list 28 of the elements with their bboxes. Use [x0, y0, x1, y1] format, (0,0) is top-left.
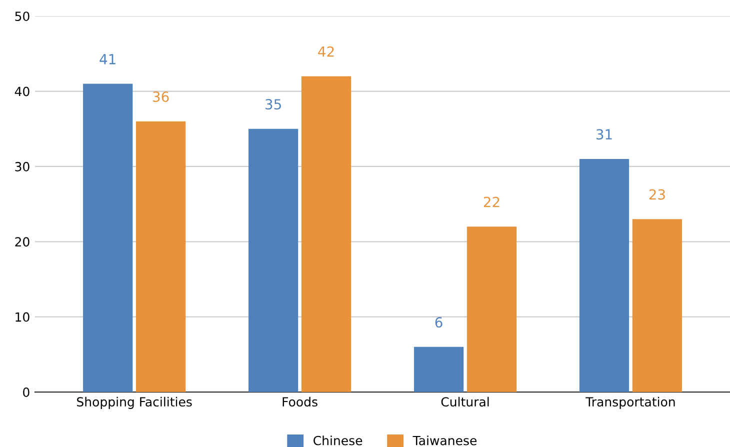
x-tick-label: Cultural [441, 396, 489, 407]
x-tick-label: Foods [282, 396, 318, 407]
data-label: 42 [318, 46, 334, 57]
y-tick-label: 20 [15, 237, 30, 247]
bar [632, 219, 682, 392]
bar [579, 158, 630, 392]
bar [414, 346, 464, 392]
bar [466, 226, 517, 392]
data-label: 31 [596, 129, 612, 140]
y-tick-label: 0 [23, 387, 30, 397]
y-tick-label: 50 [15, 12, 30, 22]
y-tick-label: 10 [16, 312, 30, 322]
x-tick-label: Transportation [586, 396, 675, 409]
y-tick-label: 40 [14, 86, 30, 96]
data-label: 6 [435, 317, 442, 328]
bar [301, 76, 352, 392]
data-label: 22 [484, 196, 500, 208]
data-label: 41 [100, 54, 116, 64]
data-label: 36 [153, 91, 169, 102]
bar [136, 121, 186, 392]
data-label: 35 [266, 99, 281, 110]
y-tick-label: 30 [15, 162, 30, 172]
legend-label: Taiwanese [412, 436, 477, 446]
legend-label: Chinese [314, 436, 362, 446]
bar [248, 128, 298, 392]
data-label: 23 [649, 189, 665, 200]
x-tick-label: Shopping Facilities [77, 396, 192, 409]
bar [83, 84, 133, 392]
